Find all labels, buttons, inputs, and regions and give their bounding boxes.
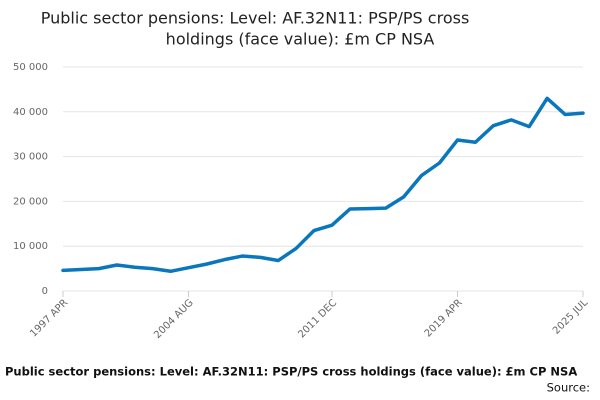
footer-title: Public sector pensions: Level: AF.32N11:… <box>5 365 577 379</box>
y-tick-label: 40 000 <box>13 107 48 118</box>
chart-title: holdings (face value): £m CP NSA <box>166 30 435 49</box>
source: Source: <box>547 381 590 395</box>
y-tick-label: 10 000 <box>13 241 48 252</box>
x-tick-label: 2011 DEC <box>296 297 339 340</box>
x-tick-label: 1997 APR <box>28 297 70 339</box>
y-tick-label: 50 000 <box>13 62 48 73</box>
x-tick-label: 2019 APR <box>423 297 465 339</box>
chart-title: Public sector pensions: Level: AF.32N11:… <box>41 9 470 28</box>
y-tick-label: 20 000 <box>13 196 48 207</box>
y-tick-label: 30 000 <box>13 152 48 163</box>
x-tick-label: 2004 AUG <box>152 297 196 341</box>
x-tick-label: 2025 JUL <box>551 297 591 337</box>
series-line <box>61 96 585 274</box>
y-tick-label: 0 <box>42 286 48 297</box>
